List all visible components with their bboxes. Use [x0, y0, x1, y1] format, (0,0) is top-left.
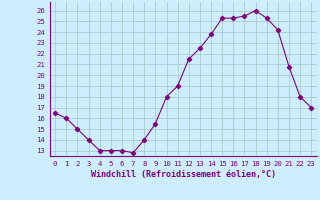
- X-axis label: Windchill (Refroidissement éolien,°C): Windchill (Refroidissement éolien,°C): [91, 170, 276, 179]
